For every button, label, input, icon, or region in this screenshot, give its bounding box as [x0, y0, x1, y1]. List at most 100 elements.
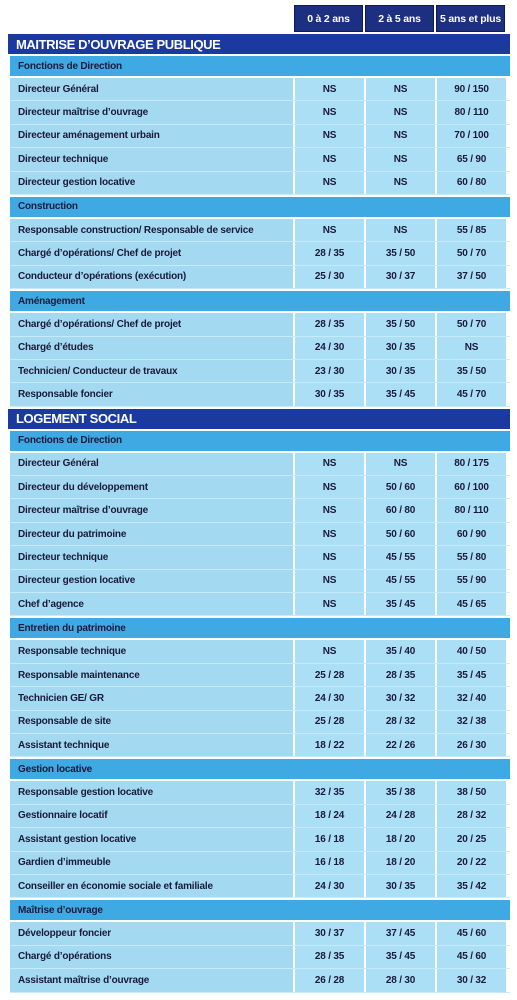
row-label: Responsable gestion locative: [10, 781, 293, 804]
cell-value: 28 / 35: [293, 945, 364, 969]
cell-value: 24 / 28: [364, 804, 435, 828]
table-row: Chargé d’opérations/ Chef de projet 28 / …: [10, 313, 510, 337]
row-label: Directeur du développement: [10, 476, 293, 499]
cell-value: 45 / 65: [435, 593, 506, 616]
row-label: Technicien/ Conducteur de travaux: [10, 359, 293, 383]
row-label: Chargé d’études: [10, 336, 293, 359]
group-title: Gestion locative: [10, 759, 510, 780]
row-label: Responsable technique: [10, 640, 293, 663]
cell-value: 35 / 50: [364, 313, 435, 336]
cell-value: 32 / 40: [435, 687, 506, 710]
cell-value: NS: [293, 593, 364, 616]
cell-value: 28 / 35: [293, 313, 364, 336]
table-row: Développeur foncier 30 / 37 37 / 45 45 / 60: [10, 922, 510, 946]
row-label: Conseiller en économie sociale et famili…: [10, 874, 293, 898]
cell-value: 35 / 45: [364, 593, 435, 616]
cell-value: NS: [293, 569, 364, 593]
cell-value: NS: [293, 640, 364, 663]
table-row: Directeur maîtrise d’ouvrage NS NS 80 / 110: [10, 101, 510, 125]
table-row: Directeur Général NS NS 80 / 175: [10, 452, 510, 477]
table-row: Directeur aménagement urbain NS NS 70 / 100: [10, 124, 510, 149]
table-row: Technicien GE/ GR 24 / 30 30 / 32 32 / 40: [10, 687, 510, 711]
row-label: Chargé d’opérations/ Chef de projet: [10, 313, 293, 336]
table-row: Directeur du patrimoine NS 50 / 60 60 / 90: [10, 522, 510, 547]
cell-value: 90 / 150: [435, 78, 506, 101]
row-label: Gestionnaire locatif: [10, 804, 293, 828]
table-row: Responsable gestion locative 32 / 35 35 / …: [10, 781, 510, 805]
table-row: Chef d’agence NS 35 / 45 45 / 65: [10, 593, 510, 617]
group-title: Aménagement: [10, 291, 510, 312]
row-label: Responsable maintenance: [10, 663, 293, 687]
table-row: Chargé d’opérations 28 / 35 35 / 45 45 / 60: [10, 945, 510, 970]
cell-value: 18 / 20: [364, 851, 435, 874]
cell-value: 35 / 50: [435, 359, 506, 383]
cell-value: 80 / 110: [435, 101, 506, 124]
table-row: Directeur gestion locative NS NS 60 / 80: [10, 171, 510, 195]
cell-value: 60 / 80: [435, 171, 506, 194]
row-label: Directeur technique: [10, 546, 293, 569]
cell-value: 35 / 45: [435, 663, 506, 687]
column-header: 2 à 5 ans: [365, 5, 434, 32]
table-row: Directeur maîtrise d’ouvrage NS 60 / 80 80 …: [10, 499, 510, 523]
cell-value: 55 / 90: [435, 569, 506, 593]
row-label: Chargé d’opérations/ Chef de projet: [10, 242, 293, 265]
cell-value: 24 / 30: [293, 687, 364, 710]
cell-value: 30 / 35: [364, 359, 435, 383]
cell-value: NS: [293, 148, 364, 171]
cell-value: 35 / 45: [364, 383, 435, 406]
table-row: Directeur Général NS NS 90 / 150: [10, 78, 510, 102]
row-label: Assistant gestion locative: [10, 828, 293, 851]
table-row: Conducteur d’opérations (exécution) 25 / …: [10, 265, 510, 290]
cell-value: 24 / 30: [293, 874, 364, 898]
table-row: Assistant maîtrise d’ouvrage 26 / 28 28 / …: [10, 969, 510, 993]
row-label: Directeur gestion locative: [10, 171, 293, 194]
row-label: Gardien d’immeuble: [10, 851, 293, 874]
cell-value: 35 / 50: [364, 242, 435, 265]
cell-value: 50 / 60: [364, 476, 435, 499]
column-header: 5 ans et plus: [436, 5, 505, 32]
cell-value: 40 / 50: [435, 640, 506, 663]
cell-value: 28 / 32: [364, 710, 435, 733]
table-row: Directeur du développement NS 50 / 60 60 / …: [10, 476, 510, 500]
cell-value: NS: [293, 499, 364, 522]
cell-value: 70 / 100: [435, 124, 506, 148]
cell-value: 18 / 20: [364, 828, 435, 851]
cell-value: NS: [293, 171, 364, 194]
cell-value: NS: [293, 78, 364, 101]
cell-value: 60 / 100: [435, 476, 506, 499]
group-title: Fonctions de Direction: [10, 56, 510, 76]
cell-value: NS: [293, 452, 364, 476]
row-label: Directeur Général: [10, 452, 293, 476]
cell-value: NS: [364, 452, 435, 476]
row-label: Directeur du patrimoine: [10, 522, 293, 546]
cell-value: 30 / 37: [364, 265, 435, 289]
cell-value: 23 / 30: [293, 359, 364, 383]
section-title: LOGEMENT SOCIAL: [8, 408, 510, 429]
row-label: Directeur aménagement urbain: [10, 124, 293, 148]
cell-value: 45 / 70: [435, 383, 506, 406]
cell-value: 30 / 35: [364, 874, 435, 898]
cell-value: 20 / 25: [435, 828, 506, 851]
cell-value: 30 / 35: [293, 383, 364, 406]
row-label: Développeur foncier: [10, 922, 293, 945]
table-row: Directeur gestion locative NS 45 / 55 55 / …: [10, 569, 510, 594]
row-label: Conducteur d’opérations (exécution): [10, 265, 293, 289]
cell-value: NS: [364, 148, 435, 171]
cell-value: 45 / 55: [364, 546, 435, 569]
cell-value: 60 / 90: [435, 522, 506, 546]
cell-value: 55 / 80: [435, 546, 506, 569]
cell-value: 80 / 110: [435, 499, 506, 522]
section-title: MAITRISE D’OUVRAGE PUBLIQUE: [8, 34, 510, 54]
table-row: Responsable de site 25 / 28 28 / 32 32 / 38: [10, 710, 510, 734]
cell-value: NS: [293, 124, 364, 148]
table-row: Technicien/ Conducteur de travaux 23 / 30…: [10, 359, 510, 384]
cell-value: 35 / 38: [364, 781, 435, 804]
row-label: Directeur technique: [10, 148, 293, 171]
row-label: Directeur Général: [10, 78, 293, 101]
cell-value: 32 / 35: [293, 781, 364, 804]
cell-value: 50 / 70: [435, 242, 506, 265]
cell-value: 35 / 42: [435, 874, 506, 898]
cell-value: 60 / 80: [364, 499, 435, 522]
table-row: Conseiller en économie sociale et famili…: [10, 874, 510, 899]
